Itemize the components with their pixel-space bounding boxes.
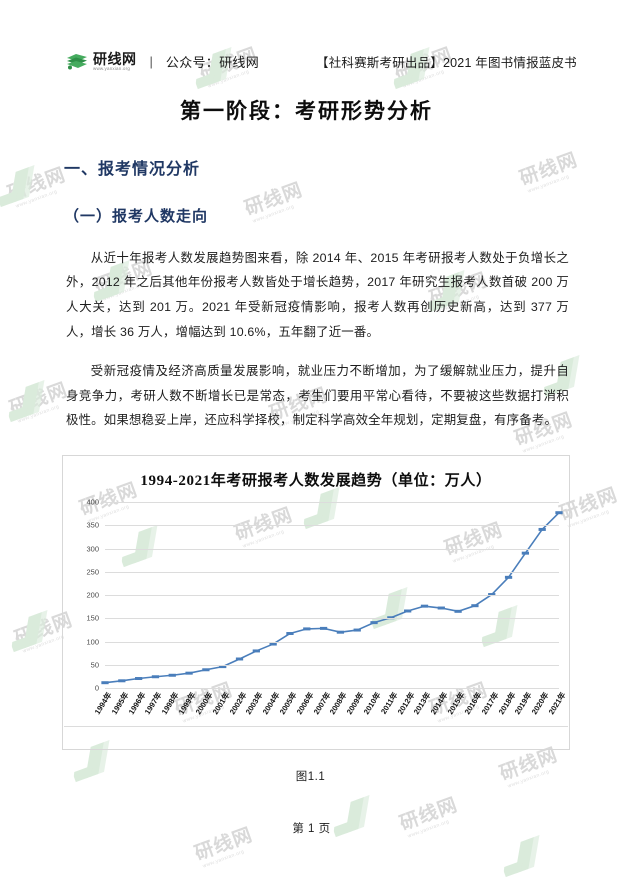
chart-gridline (105, 548, 559, 550)
chart-y-tick-label: 400 (86, 497, 99, 507)
chart-x-axis-labels: 1994年 1995年 1996年 1997年 1998年 1999年 2000年 2001年… (93, 690, 568, 750)
chart-y-tick-label: 350 (86, 520, 99, 530)
chart-data-point (219, 665, 227, 669)
chart-gridline (105, 571, 559, 573)
chart-data-point (101, 681, 109, 685)
chart-data-point (202, 668, 210, 672)
chart-data-point (521, 551, 530, 555)
watermark-logo-icon (496, 833, 551, 881)
chart-y-tick-label: 50 (90, 660, 99, 670)
chart-bottom-divider (64, 726, 568, 728)
chart-container: 1994-2021年考研报考人数发展趋势（单位：万人） 0 50 100 150 200… (62, 455, 570, 751)
chart-gridline (105, 664, 559, 666)
chart-line-series (101, 511, 563, 685)
body-paragraph-1: 从近十年报考人数发展趋势图来看，除 2014 年、2015 年考研报考人数处于负… (66, 250, 569, 339)
chart-data-point (303, 627, 311, 631)
header-publication-title: 【社科赛斯考研出品】2021 年图书情报蓝皮书 (316, 56, 577, 71)
chart-data-point (286, 632, 294, 636)
section-heading-level-1: 一、报考情况分析 (64, 160, 201, 178)
chart-plot-wrapper: 0 50 100 150 200 250 300 350 400 1994年 1995年 1996年… (75, 498, 567, 717)
brand-identity: 研线网 www.yanxian.org (93, 52, 137, 72)
brand-name: 研线网 (93, 51, 137, 67)
chart-data-point (370, 621, 378, 625)
chart-data-point (488, 593, 496, 597)
chart-data-point (118, 679, 126, 683)
chart-data-point (420, 604, 429, 608)
chart-data-point (185, 671, 193, 675)
watermark-logo-icon (4, 608, 59, 656)
chart-data-point (336, 630, 345, 634)
chart-data-point (471, 604, 479, 608)
chart-data-point (151, 675, 160, 679)
document-header: 研线网 www.yanxian.org | 公众号：研线网 【社科赛斯考研出品】… (0, 0, 631, 72)
chart-gridline (105, 595, 559, 597)
chart-data-point (404, 609, 412, 613)
chart-y-tick-label: 150 (86, 613, 99, 623)
chart-gridline (105, 525, 559, 527)
chart-data-point (555, 511, 563, 515)
chart-title: 1994-2021年考研报考人数发展趋势（单位：万人） (140, 473, 492, 490)
section-heading-level-2: （一）报考人数走向 (64, 208, 209, 225)
brand-block: 研线网 www.yanxian.org | 公众号：研线网 (66, 52, 259, 72)
brand-url: www.yanxian.org (93, 66, 131, 71)
page-number-footer: 第 1 页 (292, 823, 331, 835)
chart-gridline (105, 688, 559, 690)
chart-y-tick-label: 300 (86, 544, 99, 554)
watermark-text: 研线网 www.yanxian.org (5, 164, 69, 210)
chart-x-tick-label: 1994年 (92, 690, 114, 717)
chart-y-tick-label: 0 (94, 683, 99, 693)
watermark-logo-icon (1, 378, 56, 426)
body-paragraph-2: 受新冠疫情及经济高质量发展影响，就业压力不断增加，为了缓解就业压力，提升自身竞争… (66, 363, 569, 428)
chart-data-point (168, 673, 176, 677)
chart-data-point (252, 649, 260, 653)
chart-data-point (504, 576, 513, 580)
chart-data-point (134, 677, 143, 681)
book-logo-icon (66, 53, 88, 71)
chart-data-point (538, 528, 546, 532)
chart-data-point (235, 657, 244, 661)
watermark-text: 研线网 www.yanxian.org (7, 379, 71, 425)
chart-data-point (454, 610, 462, 613)
chart-data-line (105, 513, 559, 683)
chart-y-tick-label: 100 (86, 637, 99, 647)
chart-y-axis-labels: 0 50 100 150 200 250 300 350 400 (75, 498, 101, 693)
chart-gridline (105, 618, 559, 620)
figure-caption: 图1.1 (295, 771, 326, 784)
chart-gridline (105, 641, 559, 643)
chart-data-point (269, 642, 277, 646)
brand-divider: | (149, 54, 153, 70)
chart-data-point (319, 627, 328, 631)
chart-plot-area (101, 502, 563, 690)
page-title: 第一阶段：考研形势分析 (180, 98, 433, 123)
chart-gridline (105, 502, 559, 504)
chart-data-point (437, 606, 445, 610)
chart-data-point (353, 628, 361, 632)
watermark-logo-icon (0, 163, 45, 211)
wechat-account: 公众号：研线网 (165, 55, 259, 71)
chart-y-tick-label: 200 (86, 590, 99, 600)
chart-y-tick-label: 250 (86, 567, 99, 577)
